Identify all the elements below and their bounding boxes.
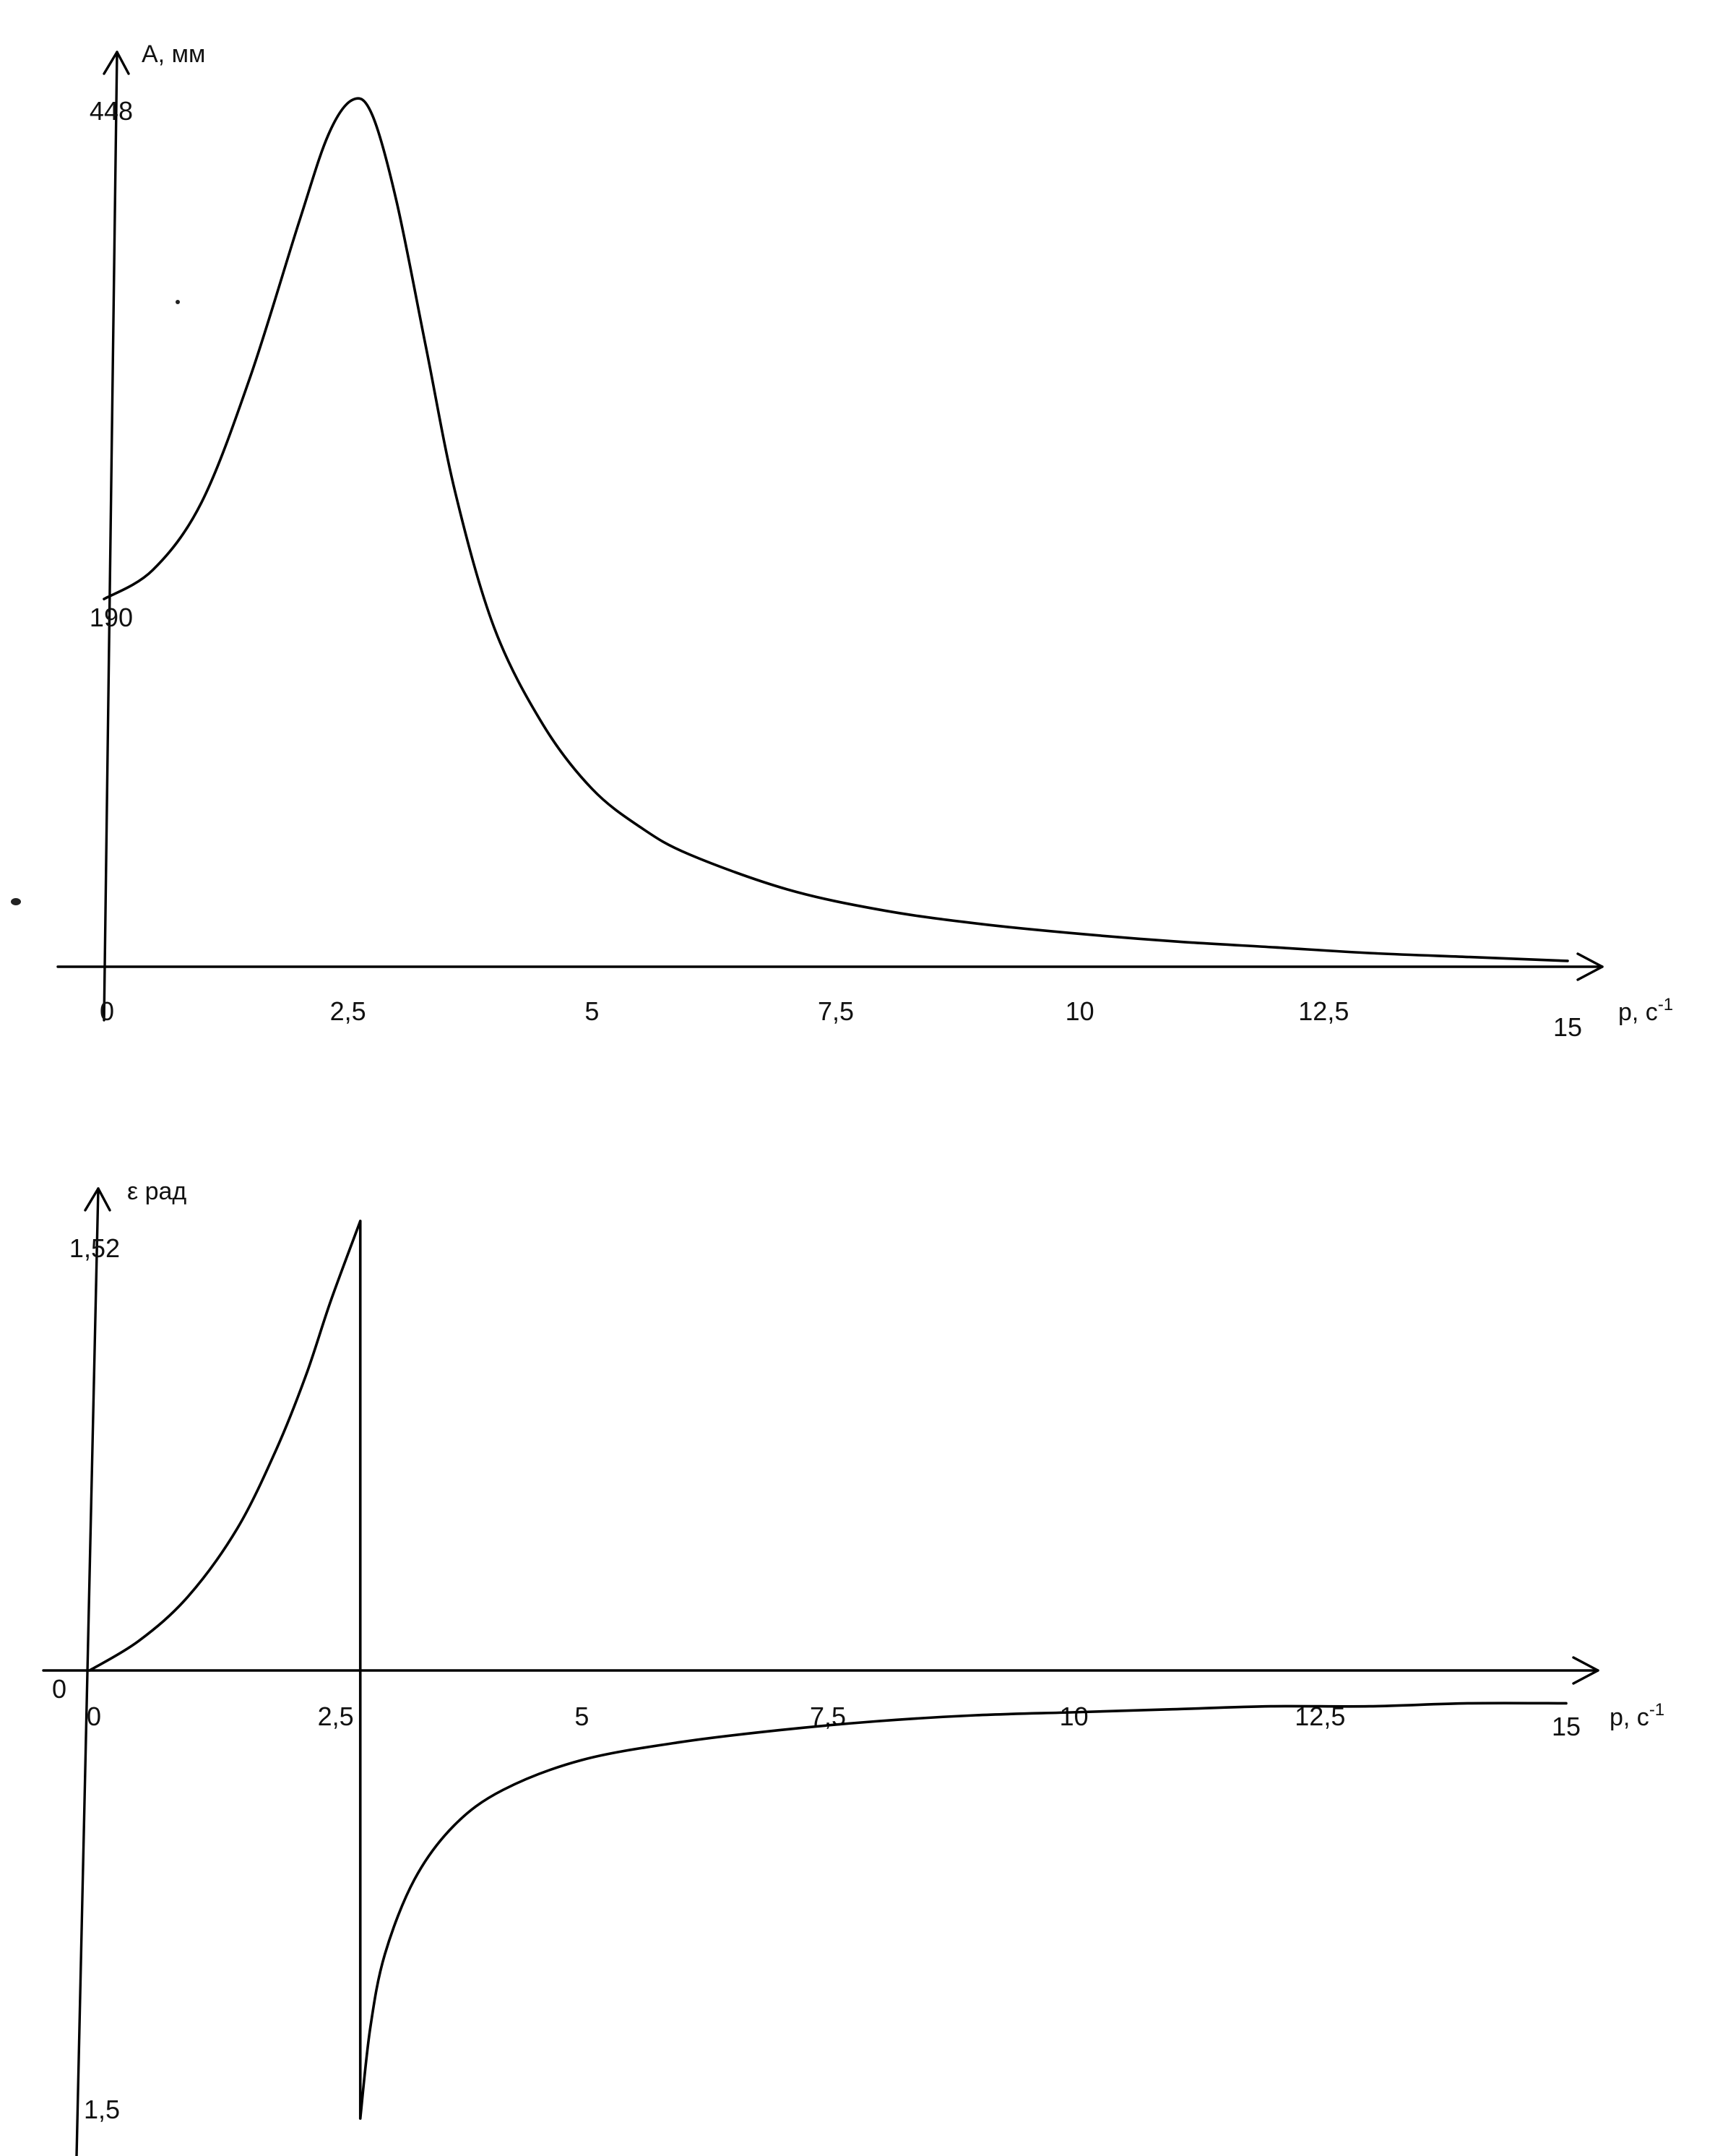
x-tick-label: 10 [1066,996,1094,1026]
x-tick-label: 15 [1553,1012,1582,1042]
series-line [88,1220,362,1672]
y-axis-line [75,1187,100,2156]
y-axis-arrowhead [103,51,130,75]
x-axis-label-superscript: -1 [1649,1700,1664,1720]
x-axis-arrowhead [1576,952,1604,981]
x-axis-label: p, c-1 [1610,1700,1664,1731]
y-tick-label: 1,52 [69,1233,120,1263]
series-group [88,1220,1568,2120]
x-tick-labels: 0 2,5 5 7,5 10 12,5 15 [100,996,1582,1042]
scan-speck [11,898,21,905]
x-tick-label: 15 [1552,1712,1581,1741]
y-tick-labels: 1,52 1,5 [69,1233,120,2124]
x-axis-label-text: p, c [1618,999,1658,1026]
x-tick-label: 5 [574,1702,589,1731]
y-tick-label: 448 [90,96,133,126]
x-axis-label-text: p, c [1610,1704,1649,1731]
scan-specks [11,300,180,905]
y-axis-arrowhead [84,1187,111,1212]
origin-label: 0 [52,1674,66,1704]
series-line [358,1702,1568,2120]
phase-chart: ε рад p, c-1 0 0 2,5 5 7,5 10 12,5 15 1,521,5 [42,1178,1664,2156]
y-tick-labels: 190 448 [90,96,133,632]
y-tick-label: 190 [90,603,133,632]
amplitude-chart: A, мм p, c-1 0 2,5 5 7,5 10 12,5 15 190 448 [56,40,1673,1042]
series-line [103,97,1569,962]
x-tick-label: 2,5 [318,1702,354,1731]
x-axis-label-superscript: -1 [1658,995,1673,1014]
y-axis-label: ε рад [127,1178,186,1205]
x-axis-label: p, c-1 [1618,995,1673,1026]
x-tick-label: 5 [584,996,599,1026]
x-tick-label: 10 [1060,1702,1089,1731]
y-tick-label: 1,5 [84,2095,120,2124]
series-group [103,97,1569,962]
x-tick-label: 12,5 [1298,996,1349,1026]
x-tick-label: 0 [100,996,114,1026]
scan-speck [176,300,180,304]
y-axis-label: A, мм [142,40,205,68]
x-axis-arrowhead [1572,1656,1599,1685]
x-tick-label: 7,5 [818,996,854,1026]
y-axis-line [103,51,118,1022]
x-tick-label: 0 [87,1702,101,1731]
x-tick-label: 2,5 [330,996,366,1026]
